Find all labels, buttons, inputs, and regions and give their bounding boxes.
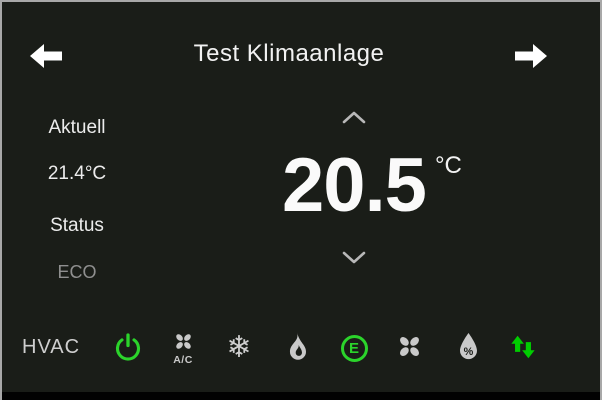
prev-page-button[interactable] <box>27 39 65 73</box>
current-temp-value: 21.4°C <box>47 163 107 184</box>
svg-text:%: % <box>463 346 473 358</box>
setpoint-unit: °C <box>434 152 462 179</box>
status-value: ECO <box>57 262 97 282</box>
ac-mode-button[interactable]: A/C <box>159 326 207 370</box>
power-icon <box>113 332 143 365</box>
fan-mode-button[interactable] <box>385 326 433 370</box>
snowflake-icon: ❄ <box>226 330 252 365</box>
eco-mode-button[interactable]: E <box>330 326 378 370</box>
chevron-up-icon <box>341 110 367 127</box>
flame-icon <box>284 331 310 365</box>
updown-mode-button[interactable] <box>499 326 547 370</box>
chevron-down-icon <box>341 251 367 268</box>
page-title: Test Klimaanlage <box>193 40 385 67</box>
current-temp-label: Aktuell <box>48 117 106 138</box>
next-page-button[interactable] <box>512 39 550 73</box>
setpoint-decrease-button[interactable] <box>332 248 376 270</box>
status-label: Status <box>50 215 104 236</box>
humidity-button[interactable]: % <box>444 326 492 370</box>
eco-mode-letter: E <box>348 339 359 357</box>
arrow-right-icon <box>512 44 550 76</box>
updown-arrows-icon <box>509 333 537 364</box>
fan-icon <box>396 333 423 363</box>
power-button[interactable] <box>104 326 152 370</box>
arrow-left-icon <box>27 44 65 76</box>
cooling-mode-button[interactable]: ❄ <box>215 326 263 370</box>
hvac-bar-label: HVAC <box>22 336 81 358</box>
heating-mode-button[interactable] <box>273 326 321 370</box>
setpoint-value: 20.5 °C <box>282 143 462 228</box>
humidity-icon: % <box>457 332 480 364</box>
eco-circle-icon: E <box>340 334 368 362</box>
bottom-bezel <box>2 392 600 400</box>
ac-fan-icon <box>173 331 194 355</box>
setpoint-display: 20.5 °C <box>254 143 462 228</box>
setpoint-increase-button[interactable] <box>332 107 376 129</box>
ac-mode-label: A/C <box>173 353 193 366</box>
